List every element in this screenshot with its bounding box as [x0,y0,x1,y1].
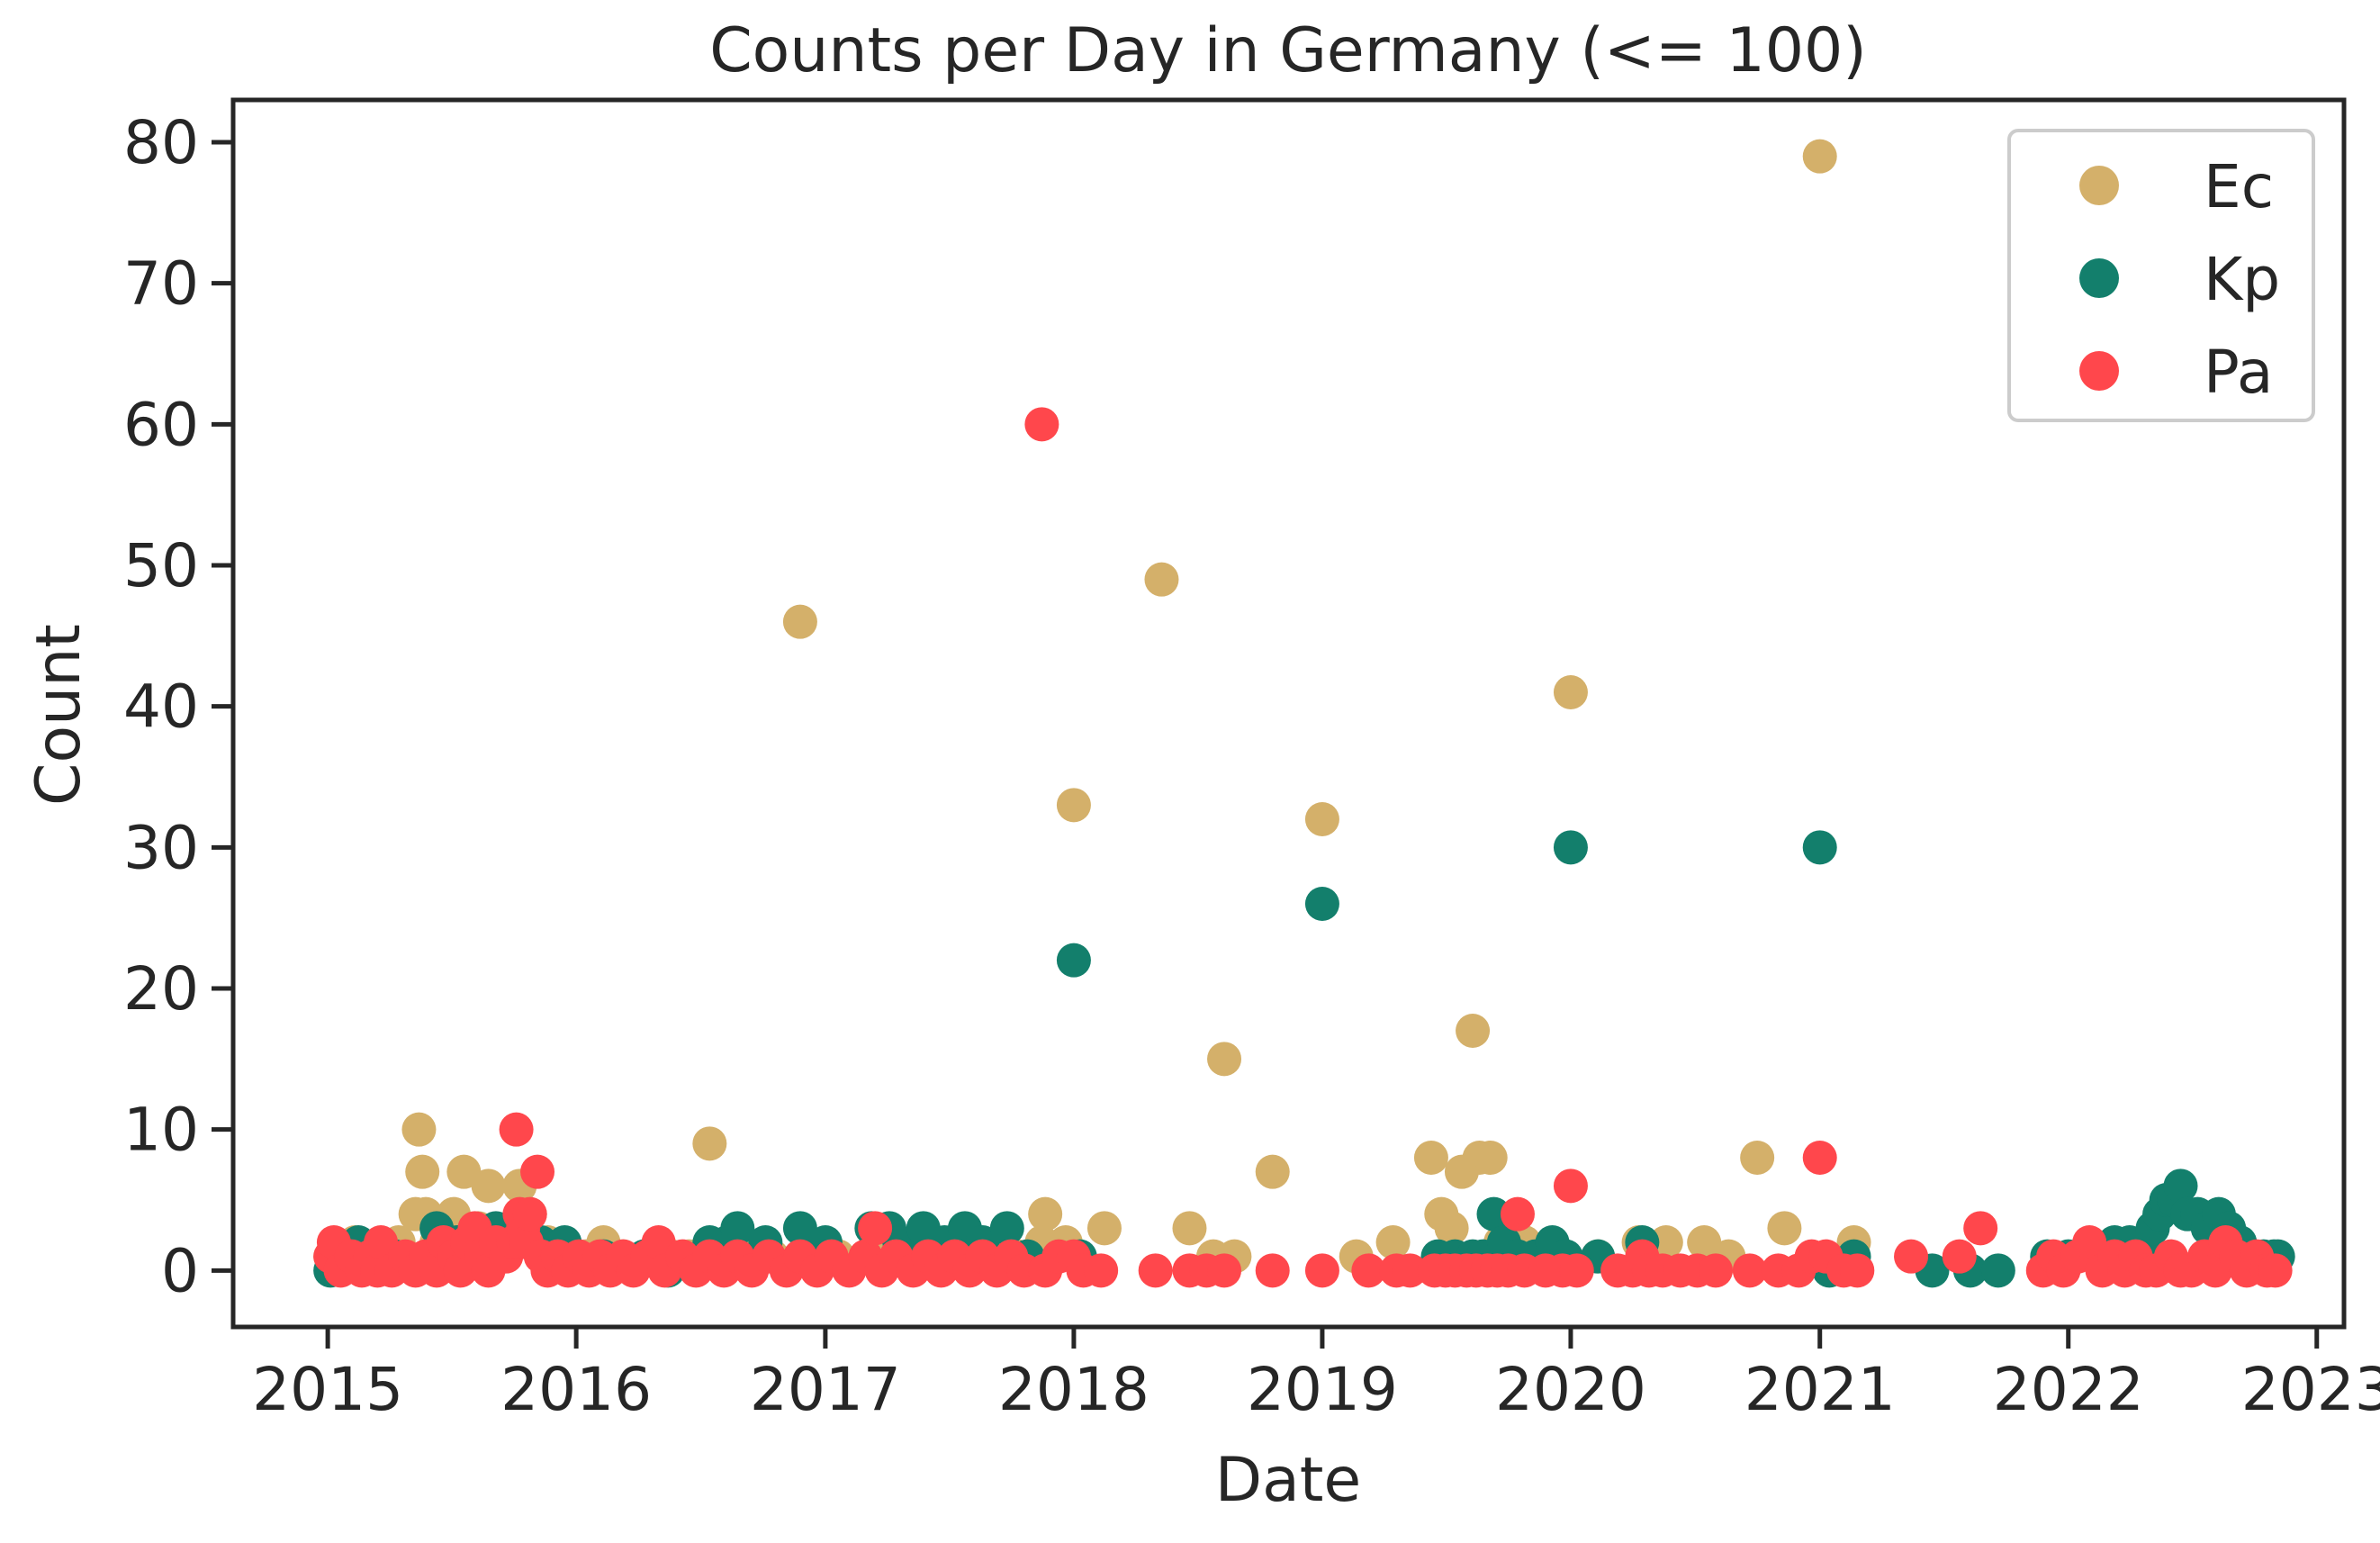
x-tick-label: 2022 [1993,1355,2144,1424]
data-point-ec [1207,1042,1242,1077]
x-tick-label: 2015 [252,1355,403,1424]
data-point-ec [1434,1211,1469,1246]
y-tick-label: 30 [123,813,199,882]
data-point-pa [1963,1211,1998,1246]
data-point-ec [1086,1211,1122,1246]
data-point-ec [1255,1154,1290,1189]
data-point-kp [1980,1253,2015,1288]
data-point-ec [782,604,817,639]
chart-title: Counts per Day in Germany (<= 100) [709,15,1867,86]
data-point-pa [1255,1253,1290,1288]
data-point-ec [1553,675,1588,709]
data-point-pa [1699,1253,1734,1288]
legend-marker-kp [2079,258,2119,298]
x-axis-label: Date [1215,1445,1362,1516]
data-point-pa [1559,1253,1594,1288]
data-point-pa [512,1196,547,1232]
x-tick-label: 2019 [1247,1355,1398,1424]
data-point-ec [692,1126,727,1161]
data-point-pa [1942,1239,1977,1274]
data-point-pa [1138,1253,1173,1288]
data-point-ec [1767,1211,1802,1246]
legend-marker-ec [2079,166,2119,205]
legend: Ec Kp Pa [2007,129,2315,422]
data-point-pa [2258,1253,2293,1288]
data-point-pa [1894,1239,1929,1274]
data-point-ec [471,1169,506,1204]
y-tick-label: 80 [123,108,199,177]
data-point-ec [405,1154,440,1189]
data-point-ec [1740,1141,1775,1175]
x-tick-label: 2017 [750,1355,901,1424]
y-axis-label: Count [23,624,95,806]
y-axis-ticks: 0 10 20 30 40 50 60 70 80 [123,108,233,1305]
legend-label-ec: Ec [2204,152,2274,221]
data-point-pa [1500,1196,1535,1232]
data-point-ec [1375,1225,1411,1259]
x-tick-label: 2023 [2241,1355,2380,1424]
data-point-pa [1304,1253,1339,1288]
data-point-kp [720,1211,755,1246]
data-point-pa [2072,1225,2107,1259]
x-axis-ticks: 2015 2016 2017 2018 2019 2020 2021 2022 2023 [252,1327,2380,1424]
legend-box [2007,129,2315,422]
data-point-ec [1056,788,1091,823]
y-tick-label: 60 [123,390,199,459]
x-tick-label: 2018 [998,1355,1149,1424]
data-point-ec [1028,1196,1063,1232]
data-point-pa [1084,1253,1119,1288]
data-point-pa [499,1112,534,1147]
data-point-ec [1473,1141,1508,1175]
plot-frame [230,97,2347,1330]
data-point-pa [1732,1253,1767,1288]
y-tick-label: 70 [123,249,199,319]
series-pa [313,407,2293,1288]
data-point-pa [1802,1141,1837,1175]
data-point-kp [1553,830,1588,865]
data-point-kp [1304,887,1339,921]
data-point-kp [2163,1169,2198,1204]
data-point-pa [520,1154,555,1189]
data-point-kp [1476,1196,1511,1232]
data-point-pa [1024,407,1059,442]
data-point-ec [1144,562,1179,597]
y-tick-label: 20 [123,954,199,1024]
data-point-ec [1802,139,1837,174]
data-point-pa [858,1211,893,1246]
data-point-kp [1056,943,1091,978]
data-point-pa [1207,1253,1242,1288]
x-tick-label: 2021 [1744,1355,1896,1424]
data-point-ec [1304,802,1339,836]
data-point-pa [1393,1253,1428,1288]
x-tick-label: 2020 [1495,1355,1646,1424]
data-point-kp [989,1211,1024,1246]
plot-points [313,139,2295,1288]
data-point-ec [1172,1211,1207,1246]
y-tick-label: 50 [123,531,199,600]
y-tick-label: 10 [123,1096,199,1165]
data-point-pa [1351,1253,1386,1288]
legend-label-pa: Pa [2204,338,2273,407]
data-point-kp [782,1211,817,1246]
data-point-kp [1802,830,1837,865]
data-point-ec [1456,1014,1491,1048]
data-point-pa [1553,1169,1588,1204]
legend-marker-pa [2079,351,2119,391]
data-point-pa [1840,1253,1875,1288]
legend-label-kp: Kp [2204,245,2280,314]
data-point-ec [401,1112,437,1147]
y-tick-label: 0 [161,1236,199,1305]
x-tick-label: 2016 [500,1355,652,1424]
y-tick-label: 40 [123,672,199,742]
data-point-ec [1413,1141,1448,1175]
